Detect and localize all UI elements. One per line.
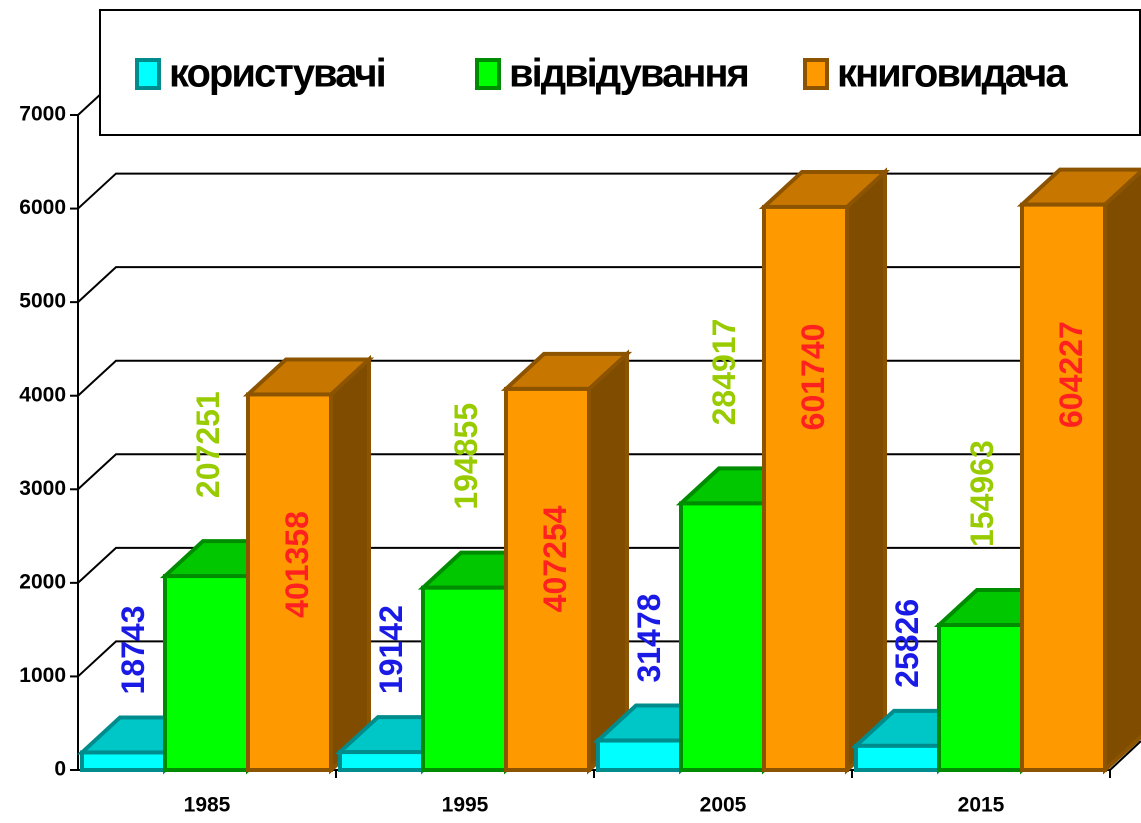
x-tick-label: 1995 (442, 794, 489, 817)
grid-line (77, 172, 1141, 210)
y-tick-label: 3000 (19, 477, 66, 500)
legend-swatch (475, 58, 501, 90)
bar-front (937, 622, 1024, 772)
bar-front (762, 204, 849, 772)
data-label: 31478 (631, 594, 667, 683)
bar (758, 167, 891, 775)
data-label: 194855 (448, 403, 484, 510)
data-label: 18743 (115, 605, 151, 694)
bars: 18743 207251 401358 19142 194855 407254 31478 2… (76, 167, 1141, 775)
y-tick-label: 7000 (19, 103, 66, 126)
bar-side (329, 354, 371, 775)
legend-label: користувачі (169, 52, 385, 96)
bar-front (596, 738, 683, 773)
data-label: 154963 (964, 440, 1000, 547)
bar-side (1103, 168, 1141, 775)
floor-edge (1109, 740, 1141, 771)
grid-line (77, 266, 1141, 303)
bar-front (679, 501, 766, 772)
x-tick-label: 1985 (184, 794, 231, 817)
y-tick-label: 0 (54, 758, 66, 781)
bar-side (587, 349, 629, 775)
bar-front (854, 743, 941, 772)
bar (242, 354, 375, 775)
bar-front (504, 386, 591, 772)
bar-front (421, 585, 508, 772)
data-label: 604227 (1053, 321, 1089, 428)
legend-label: відвідування (509, 52, 748, 96)
legend-swatch (135, 58, 161, 90)
legend-swatch (803, 58, 829, 90)
bar-front (246, 392, 333, 772)
y-tick-label: 4000 (19, 383, 66, 406)
data-label: 284917 (706, 319, 742, 426)
x-tick-label: 2015 (958, 794, 1005, 817)
data-label: 401358 (279, 511, 315, 618)
legend-box (99, 9, 1141, 136)
bar-side (845, 167, 887, 775)
data-label: 207251 (190, 391, 226, 498)
data-label: 19142 (373, 605, 409, 694)
legend: користувачі відвідування книговидача (135, 52, 1070, 96)
bar-front (80, 750, 167, 773)
bar (1016, 167, 1141, 775)
y-tick-label: 1000 (19, 664, 66, 687)
y-tick-label: 2000 (19, 570, 66, 593)
bar-front (163, 574, 250, 772)
data-label: 601740 (795, 324, 831, 431)
bar-front (338, 750, 425, 773)
legend-label: книговидача (837, 52, 1068, 96)
bar (500, 349, 633, 775)
data-label: 25826 (889, 599, 925, 688)
data-label: 407254 (537, 505, 573, 612)
bar-front (1020, 202, 1107, 773)
y-tick-label: 6000 (19, 196, 66, 219)
y-tick-label: 5000 (19, 290, 66, 313)
x-tick-label: 2005 (700, 794, 747, 817)
